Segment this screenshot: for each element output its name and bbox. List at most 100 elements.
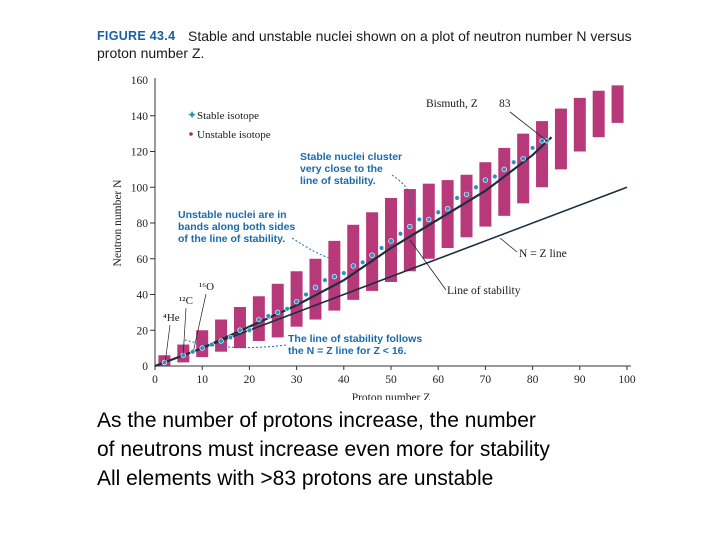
unstable-isotope-band	[479, 162, 492, 227]
y-tick-label: 0	[142, 361, 148, 373]
x-tick-label: 70	[480, 374, 492, 386]
stable-isotope-point	[322, 277, 328, 283]
stable-isotope-point	[539, 138, 545, 144]
stable-isotope-point	[293, 298, 300, 305]
unstable-isotope-band	[498, 147, 511, 216]
annotation-nz-line: N = Z line	[519, 248, 567, 260]
x-tick-label: 90	[574, 374, 586, 386]
stable-isotope-point	[388, 238, 394, 244]
figure-label: FIGURE 43.4	[97, 29, 175, 43]
stable-isotope-point	[199, 345, 205, 351]
y-tick-label: 120	[131, 147, 149, 159]
leader-o16	[193, 293, 207, 350]
takeaway-text: As the number of protons increase, the n…	[97, 406, 697, 493]
stable-isotope-point	[331, 273, 338, 280]
stable-isotope-point	[208, 341, 215, 348]
stable-isotope-point	[444, 206, 451, 212]
stable-isotope-point	[227, 334, 234, 341]
annotation-unstable-line: Unstable nuclei are in	[178, 209, 287, 221]
figure-caption: FIGURE 43.4 Stable and unstable nuclei s…	[97, 28, 632, 61]
unstable-isotope-band	[366, 212, 379, 291]
annotation-follows-line: The line of stability follows	[288, 333, 422, 345]
stable-isotope-point	[473, 184, 479, 190]
x-axis-title: Proton number Z	[352, 392, 431, 400]
n-equals-z-line	[154, 186, 628, 367]
leader-c12	[182, 307, 187, 354]
leader-follows	[184, 339, 287, 349]
stable-isotope-point	[275, 309, 281, 316]
stable-isotope-point	[303, 291, 309, 298]
leader-bismuth	[509, 111, 548, 142]
stable-isotope-point	[426, 216, 432, 223]
legend-unstable-label: Unstable isotope	[197, 129, 271, 141]
stable-isotope-point	[359, 259, 366, 266]
leader-nz	[499, 237, 518, 253]
annotation-unstable-line: bands along both sides	[178, 221, 295, 233]
y-tick-label: 80	[137, 218, 149, 230]
isotope-label-c12: ¹²C	[179, 295, 193, 307]
stable-isotope-point	[407, 223, 413, 230]
y-tick-label: 40	[137, 290, 149, 302]
stable-isotope-point	[492, 173, 498, 180]
x-tick-label: 40	[338, 374, 350, 386]
annotation-cluster-line: line of stability.	[300, 175, 376, 187]
y-axis-title: Neutron number N	[112, 179, 124, 267]
stable-isotope-point	[284, 306, 290, 312]
caption-line-2: proton number Z.	[97, 45, 204, 61]
figure-svg: FIGURE 43.4 Stable and unstable nuclei s…	[97, 28, 636, 400]
x-tick-label: 80	[527, 374, 539, 386]
annotation-follows-line: the N = Z line for Z < 16.	[288, 345, 407, 357]
annotation-cluster-line: very close to the	[300, 163, 383, 175]
stable-isotope-point	[378, 245, 385, 251]
stable-isotope-point	[511, 159, 517, 165]
unstable-isotope-band	[517, 133, 530, 204]
stable-isotope-point	[218, 338, 224, 344]
stable-isotope-point	[256, 316, 262, 323]
leader-he4	[165, 324, 171, 361]
legend-unstable-marker	[189, 132, 193, 136]
caption-line-1: Stable and unstable nuclei shown on a pl…	[188, 28, 632, 44]
x-tick-label: 100	[618, 374, 636, 386]
unstable-isotope-band	[403, 189, 416, 272]
legend-stable-label: Stable isotope	[197, 110, 259, 122]
stable-isotope-point	[180, 352, 187, 358]
stable-isotope-point	[397, 231, 404, 237]
stable-isotope-point	[265, 313, 271, 319]
annotation-bismuth: Bismuth, Z	[426, 98, 478, 110]
stable-isotope-point	[435, 209, 441, 215]
x-tick-label: 10	[196, 374, 208, 386]
unstable-isotope-band	[215, 319, 228, 352]
y-tick-label: 140	[131, 111, 149, 123]
legend: ✦ Stable isotope Unstable isotope	[187, 108, 271, 141]
leader-unstable	[291, 237, 331, 259]
unstable-isotope-band	[611, 85, 624, 123]
takeaway-line-1: As the number of protons increase, the n…	[97, 409, 536, 432]
annotation-cluster-line: Stable nuclei cluster	[300, 151, 402, 163]
stable-isotope-point	[520, 155, 526, 162]
stable-isotope-point	[482, 177, 489, 183]
stable-isotope-point	[312, 284, 319, 291]
unstable-isotope-band	[460, 174, 473, 238]
y-tick-label: 160	[131, 75, 149, 87]
leader-stability	[409, 239, 447, 291]
legend-stable-marker: ✦	[187, 108, 197, 122]
annotation-unstable-line: of the line of stability.	[178, 233, 285, 245]
unstable-isotope-band	[347, 224, 360, 300]
takeaway-line-3: All elements with >83 protons are unstab…	[97, 467, 494, 490]
line-of-stability	[154, 136, 553, 368]
stable-isotope-point	[237, 327, 243, 333]
unstable-isotope-band	[554, 108, 567, 170]
isotope-label-he4: ⁴He	[163, 312, 180, 324]
x-tick-label: 20	[244, 374, 256, 386]
y-tick-label: 100	[131, 182, 149, 194]
y-tick-label: 20	[137, 325, 149, 337]
stable-isotope-point	[369, 252, 375, 258]
stable-isotope-point	[529, 145, 536, 151]
stable-isotope-point	[341, 270, 347, 276]
plot-area: 0 10 20 30 40 50 60 70 80 90 100 0 20 40 60 80 100 120 140…	[112, 75, 636, 400]
unstable-isotope-band	[536, 121, 549, 188]
stable-isotope-point	[416, 216, 423, 223]
unstable-isotope-band	[592, 90, 605, 138]
stable-isotope-point	[350, 263, 356, 269]
stable-isotope-point	[463, 191, 470, 198]
